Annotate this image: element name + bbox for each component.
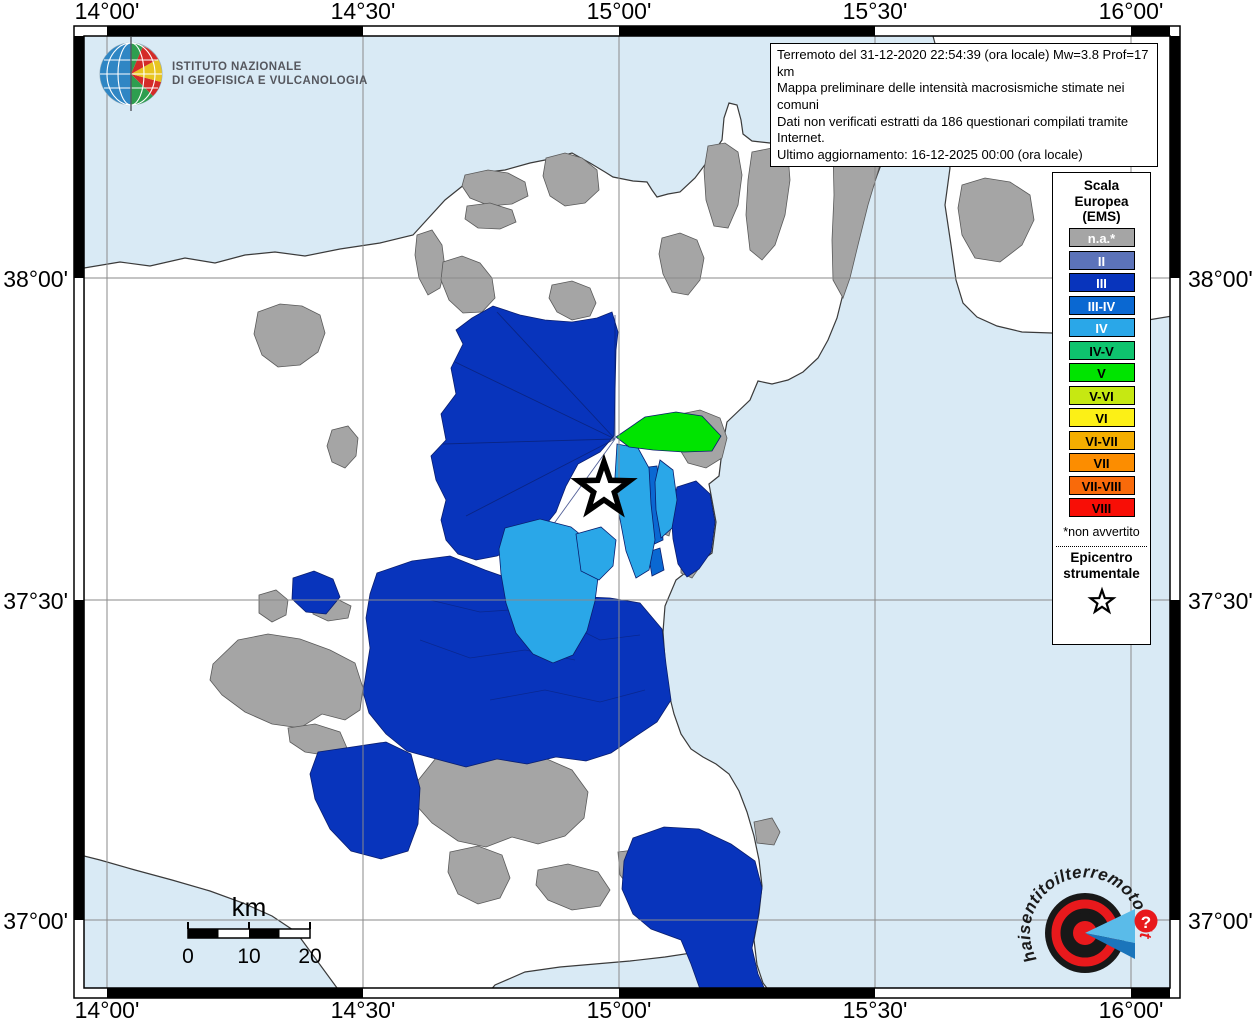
- lat-label-right-1: 37°30': [1188, 588, 1253, 614]
- legend-swatch-iv-v: IV-V: [1068, 340, 1135, 360]
- legend-epicenter-label-line2: strumentale: [1063, 566, 1140, 581]
- svg-text:.it: .it: [1135, 920, 1155, 940]
- legend-swatch-iii-iv: III-IV: [1068, 295, 1135, 315]
- legend-title-line2: Europea: [1074, 193, 1129, 209]
- watermark-text-it: .it: [1135, 920, 1154, 940]
- legend-swatch-iv: IV: [1068, 318, 1135, 337]
- info-line-map-type: Mappa preliminare delle intensità macros…: [777, 80, 1125, 112]
- watermark-text-www: www.: [0, 0, 8, 4]
- lon-label-bottom-2: 15°00': [587, 997, 652, 1023]
- lon-label-bottom-3: 15°30': [843, 997, 908, 1023]
- legend-epicenter-label-line1: Epicentro: [1070, 550, 1133, 565]
- svg-text:www.: www.: [0, 0, 8, 4]
- legend-divider: [1056, 546, 1147, 547]
- municipalities-iv: [498, 443, 678, 664]
- legend-swatch-iii: III: [1068, 273, 1135, 292]
- legend-footnote: *non avvertito: [1063, 525, 1140, 539]
- lon-label-top-1: 14°30': [331, 0, 396, 24]
- municipalities-iii: [291, 305, 765, 988]
- info-line-data-source: Dati non verificati estratti da 186 ques…: [777, 113, 1129, 146]
- lon-label-bottom-1: 14°30': [331, 997, 396, 1023]
- scale-bar-unit: km: [232, 892, 267, 922]
- ingv-name-line1: ISTITUTO NAZIONALE: [172, 61, 302, 73]
- lon-label-top-0: 14°00': [75, 0, 140, 24]
- scale-tick-0: 0: [182, 945, 194, 968]
- intensity-legend: Scala Europea (EMS) n.a.* II III III-IV …: [1052, 172, 1151, 645]
- legend-title-line3: (EMS): [1082, 209, 1121, 224]
- lon-label-top-2: 15°00': [587, 0, 652, 24]
- lat-label-right-0: 38°00': [1188, 266, 1253, 292]
- legend-swatch-v: V: [1068, 363, 1135, 382]
- earthquake-info-box: Terremoto del 31-12-2020 22:54:39 (ora l…: [770, 43, 1158, 168]
- map-border: [83, 35, 1171, 989]
- legend-swatch-v-vi: V-VI: [1068, 385, 1135, 405]
- scale-bar: km 0 10 20: [182, 892, 322, 968]
- legend-swatch-vii: VII: [1068, 453, 1135, 472]
- lat-label-left-2: 37°00': [3, 908, 68, 934]
- lon-label-bottom-4: 16°00': [1099, 997, 1164, 1023]
- ingv-logo: ISTITUTO NAZIONALE DI GEOFISICA E VULCAN…: [99, 37, 368, 111]
- legend-swatch-vii-viii: VII-VIII: [1068, 475, 1135, 495]
- lat-label-left-1: 37°30': [3, 588, 68, 614]
- ingv-name-line2: DI GEOFISICA E VULCANOLOGIA: [172, 75, 368, 87]
- legend-swatch-vi-vii: VI-VII: [1068, 430, 1135, 450]
- ingv-globe-icon: [99, 37, 163, 111]
- axis-labels: 14°00' 14°30' 15°00' 15°30' 16°00' 14°00…: [3, 0, 1253, 1023]
- legend-swatch-viii: VIII: [1068, 498, 1135, 517]
- lon-label-top-4: 16°00': [1099, 0, 1164, 24]
- lat-label-right-2: 37°00': [1188, 908, 1253, 934]
- municipalities-v: [615, 411, 722, 453]
- watermark-question-mark: ?: [1141, 913, 1151, 932]
- lon-label-bottom-0: 14°00': [75, 997, 140, 1023]
- watermark-arrow-icon: [1085, 909, 1135, 943]
- info-line-event: Terremoto del 31-12-2020 22:54:39 (ora l…: [777, 47, 1149, 79]
- info-line-updated: Ultimo aggiornamento: 16-12-2025 00:00 (…: [777, 146, 1083, 162]
- legend-swatch-ii: II: [1068, 250, 1135, 270]
- scale-tick-10: 10: [237, 945, 260, 968]
- lon-label-top-3: 15°30': [843, 0, 908, 24]
- legend-swatch-vi: VI: [1068, 408, 1135, 427]
- lat-label-left-0: 38°00': [3, 266, 68, 292]
- legend-title-line1: Scala: [1083, 178, 1120, 193]
- scale-tick-20: 20: [298, 945, 321, 968]
- legend-epicenter-star-icon: [1086, 586, 1117, 615]
- legend-swatch-na: n.a.*: [1068, 228, 1135, 247]
